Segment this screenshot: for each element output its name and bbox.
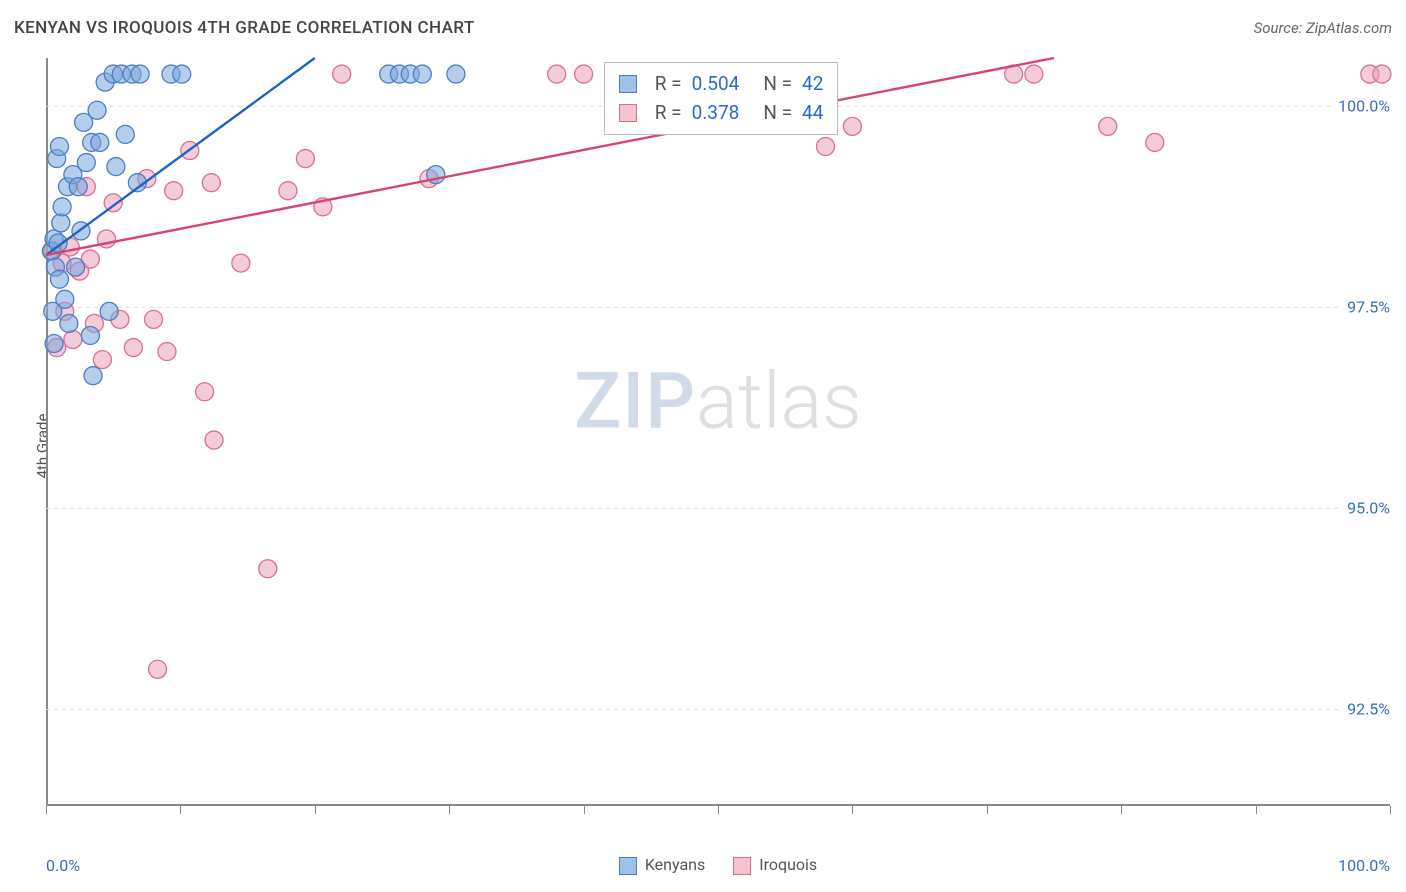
x-tick <box>1256 806 1257 814</box>
kenyan-point <box>413 65 431 83</box>
y-tick-label: 92.5% <box>1341 700 1390 719</box>
legend: Kenyans Iroquois <box>619 855 817 875</box>
x-tick <box>180 806 181 814</box>
iroquois-point <box>1146 133 1164 151</box>
kenyan-point <box>84 367 102 385</box>
kenyan-point <box>45 335 63 353</box>
kenyan-point <box>173 65 191 83</box>
kenyan-point <box>52 214 70 232</box>
iroquois-point <box>843 117 861 135</box>
y-tick-label: 100.0% <box>1332 97 1390 116</box>
x-axis-max-label: 100.0% <box>1338 856 1390 875</box>
stats-swatch <box>619 104 637 122</box>
kenyan-point <box>50 270 68 288</box>
chart-title: KENYAN VS IROQUOIS 4TH GRADE CORRELATION… <box>14 18 475 38</box>
stats-swatch <box>619 75 637 93</box>
iroquois-point <box>279 182 297 200</box>
kenyan-point <box>50 137 68 155</box>
kenyan-point <box>88 101 106 119</box>
iroquois-point <box>165 182 183 200</box>
stats-row: R = 0.504N = 42 <box>619 69 824 98</box>
iroquois-point <box>149 660 167 678</box>
legend-item: Iroquois <box>733 855 817 875</box>
y-tick-label: 97.5% <box>1341 298 1390 317</box>
kenyan-point <box>67 258 85 276</box>
x-tick <box>852 806 853 814</box>
kenyan-point <box>69 178 87 196</box>
iroquois-point <box>1373 65 1391 83</box>
kenyan-point <box>81 326 99 344</box>
kenyan-point <box>447 65 465 83</box>
kenyan-point <box>44 302 62 320</box>
kenyan-point <box>53 198 71 216</box>
source-attribution: Source: ZipAtlas.com <box>1254 19 1392 37</box>
scatter-svg <box>46 58 1390 806</box>
iroquois-point <box>548 65 566 83</box>
iroquois-point <box>93 351 111 369</box>
x-tick <box>1121 806 1122 814</box>
x-tick <box>584 806 585 814</box>
x-tick <box>315 806 316 814</box>
stats-row: R = 0.378N = 44 <box>619 98 824 127</box>
kenyan-point <box>77 154 95 172</box>
x-tick <box>718 806 719 814</box>
y-tick-label: 95.0% <box>1341 499 1390 518</box>
iroquois-point <box>196 383 214 401</box>
x-axis-min-label: 0.0% <box>46 856 80 875</box>
iroquois-point <box>124 339 142 357</box>
iroquois-point <box>296 150 314 168</box>
kenyan-point <box>116 125 134 143</box>
kenyan-point <box>100 302 118 320</box>
kenyan-point <box>60 314 78 332</box>
iroquois-point <box>575 65 593 83</box>
iroquois-point <box>202 174 220 192</box>
kenyan-point <box>107 158 125 176</box>
iroquois-point <box>64 331 82 349</box>
iroquois-point <box>259 560 277 578</box>
plot-area: ZIPatlas 92.5%95.0%97.5%100.0% R = 0.504… <box>46 58 1390 806</box>
iroquois-point <box>1099 117 1117 135</box>
x-tick <box>46 806 47 814</box>
iroquois-point <box>145 310 163 328</box>
x-tick <box>1390 806 1391 814</box>
kenyan-point <box>131 65 149 83</box>
iroquois-point <box>333 65 351 83</box>
legend-swatch <box>619 857 637 875</box>
legend-item: Kenyans <box>619 855 705 875</box>
iroquois-point <box>205 431 223 449</box>
iroquois-point <box>158 343 176 361</box>
legend-swatch <box>733 857 751 875</box>
kenyan-point <box>91 133 109 151</box>
x-tick <box>449 806 450 814</box>
iroquois-point <box>1025 65 1043 83</box>
correlation-stats-box: R = 0.504N = 42R = 0.378N = 44 <box>604 62 839 135</box>
iroquois-point <box>817 137 835 155</box>
x-axis-footer: 0.0% Kenyans Iroquois 100.0% <box>46 848 1390 882</box>
x-tick <box>987 806 988 814</box>
iroquois-point <box>232 254 250 272</box>
